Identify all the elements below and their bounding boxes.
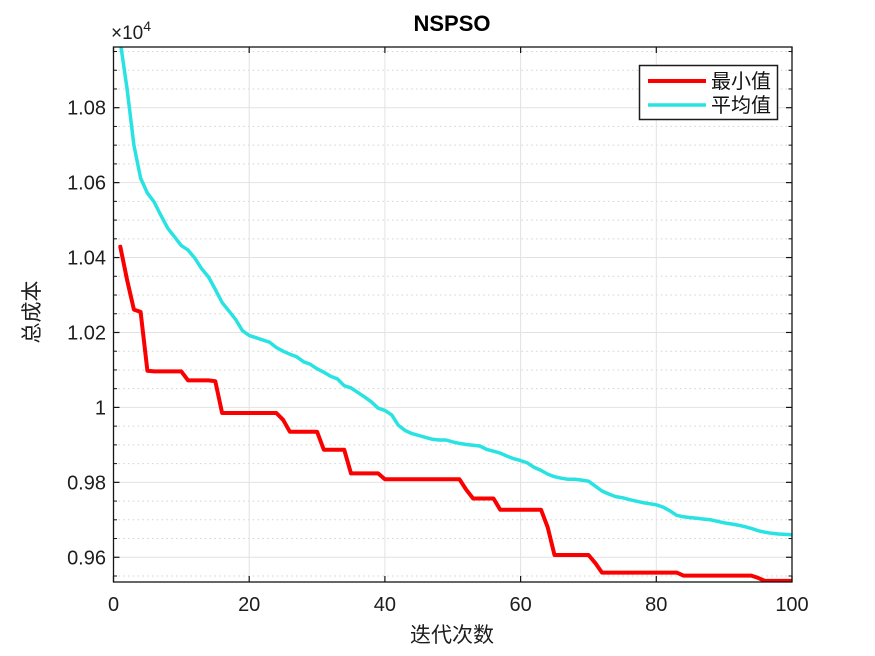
avg-line (119, 46, 792, 537)
x-tick-label: 60 (509, 594, 531, 616)
min-line (118, 244, 792, 583)
x-tick-labels: 0 20 40 60 80 100 (108, 594, 809, 616)
x-tick-label: 20 (238, 594, 260, 616)
x-axis-label: 迭代次数 (410, 624, 494, 647)
x-tick-label: 100 (775, 594, 808, 616)
y-tick-label: 0.96 (67, 547, 106, 569)
y-tick-labels: 0.96 0.98 1 1.02 1.04 1.06 1.08 (67, 98, 106, 570)
x-tick-label: 40 (374, 594, 396, 616)
y-tick-label: 0.98 (67, 472, 106, 494)
legend-avg-label: 平均值 (711, 94, 771, 117)
y-tick-label: 1.04 (67, 248, 106, 270)
x-tick-label: 80 (645, 594, 667, 616)
legend-frame (638, 64, 779, 121)
y-tick-label: 1.06 (67, 173, 106, 195)
data-series-group (118, 46, 792, 583)
y-axis-exponent-label: ×104 (111, 18, 151, 44)
major-gridlines (113, 47, 792, 582)
y-tick-label: 1.02 (67, 322, 106, 344)
plot-area (113, 47, 792, 582)
axes-box (112, 46, 793, 583)
y-tick-label: 1 (95, 397, 106, 419)
legend-box[interactable]: 最小值 平均值 (638, 64, 779, 121)
y-axis-label: 总成本 (21, 281, 44, 344)
y-tick-label: 1.08 (67, 98, 106, 120)
tick-marks (112, 47, 793, 582)
x-tick-label: 0 (108, 594, 119, 616)
legend-min-label: 最小值 (711, 70, 771, 93)
chart-title: NSPSO (413, 11, 490, 36)
